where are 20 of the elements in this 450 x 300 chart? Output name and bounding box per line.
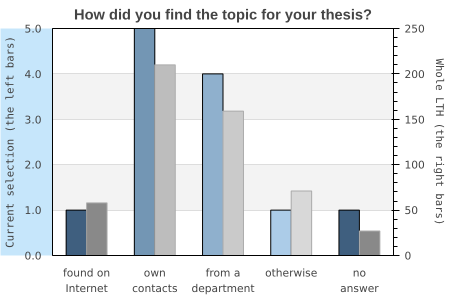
y2-tick-label: 250 [404, 22, 426, 36]
x-tick-label: found on Internet [63, 266, 110, 296]
y-tick-label: 1.0 [24, 204, 42, 218]
y-axis-title: Current selection (the left bars) [4, 36, 17, 248]
y-tick-label: 2.0 [24, 158, 42, 172]
y-tick-label: 3.0 [24, 113, 42, 126]
y-tick-label: 5.0 [24, 22, 42, 36]
y2-tick-label: 50 [404, 204, 418, 218]
y2-axis-title: Whole LTH (the right bars) [432, 58, 446, 226]
x-tick-label: otherwise [265, 266, 318, 280]
y-tick-label: 4.0 [24, 68, 42, 81]
y2-tick-label: 100 [404, 158, 426, 172]
x-tick-label: no answer [340, 266, 380, 296]
x-tick-label: from a department [191, 266, 255, 296]
y2-tick-label: 200 [404, 68, 426, 81]
y2-tick-label: 150 [404, 113, 426, 126]
x-tick-label: own contacts [132, 266, 178, 296]
chart-title: How did you find the topic for your thesis? [74, 8, 372, 24]
y-tick-label: 0.0 [24, 250, 42, 262]
y2-tick-label: 0 [404, 250, 412, 262]
